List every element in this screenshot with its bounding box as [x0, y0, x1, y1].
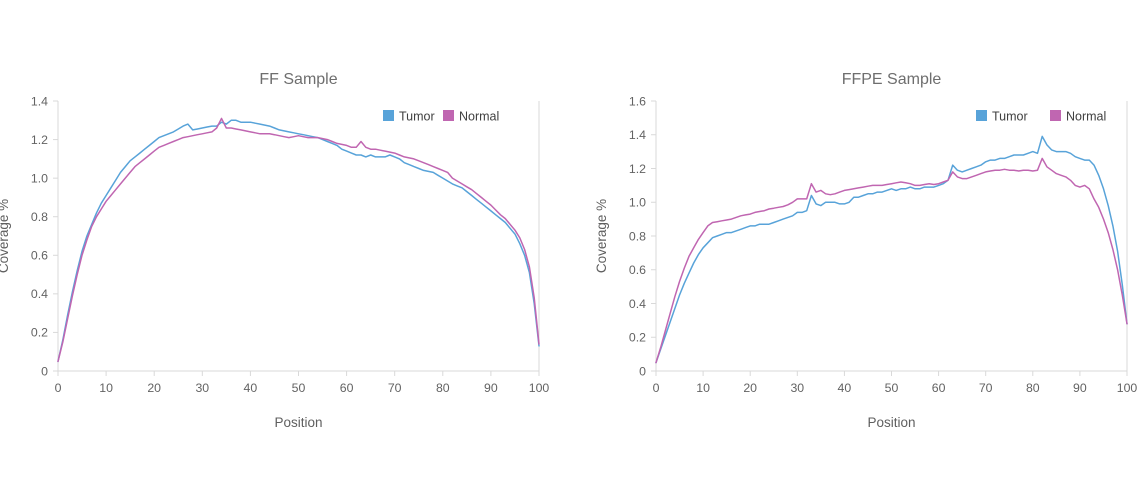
y-tick-label: 0 [41, 364, 48, 378]
y-tick-label: 1.4 [629, 128, 646, 142]
y-axis-label: Coverage % [594, 199, 609, 273]
y-tick-label: 0.4 [31, 287, 48, 301]
ffpe-sample-chart: FFPE Sample Position Coverage % 00.20.40… [594, 71, 1138, 430]
y-tick-label: 1.2 [31, 133, 48, 147]
y-tick-label: 0.8 [629, 229, 646, 243]
y-tick-label: 1.4 [31, 94, 48, 108]
y-tick-label: 1.6 [629, 94, 646, 108]
x-tick-label: 90 [484, 381, 498, 395]
legend-swatch-normal [443, 110, 454, 121]
x-tick-label: 70 [979, 381, 993, 395]
chart-title: FFPE Sample [842, 71, 942, 88]
x-tick-label: 30 [790, 381, 804, 395]
legend-label-tumor: Tumor [992, 110, 1028, 124]
y-tick-label: 0.2 [31, 326, 48, 340]
x-tick-label: 20 [147, 381, 161, 395]
x-tick-label: 30 [195, 381, 209, 395]
x-tick-label: 90 [1073, 381, 1087, 395]
ff-sample-chart: FF Sample Position Coverage % 0 0.2 0.4 0.6… [0, 71, 550, 430]
y-tick-label: 0.2 [629, 331, 646, 345]
y-tick-label: 0.6 [629, 263, 646, 277]
legend-swatch-tumor [976, 110, 987, 121]
y-tick-label: 0.8 [31, 210, 48, 224]
series-line-normal [655, 157, 1128, 364]
x-tick-label: 10 [99, 381, 113, 395]
series-line-tumor [655, 135, 1128, 364]
chart-panel-ffpe: FFPE Sample Position Coverage % 0 0.2 0.4 0… [570, 0, 1140, 500]
x-tick-label: 100 [1117, 381, 1138, 395]
y-axis-label: Coverage % [0, 199, 11, 273]
x-tick-label: 50 [292, 381, 306, 395]
y-tick-label: 1.0 [31, 171, 48, 185]
x-tick-label: 70 [388, 381, 402, 395]
x-tick-label: 20 [743, 381, 757, 395]
legend-label-tumor: Tumor [399, 110, 435, 124]
y-tick-label: 1.0 [629, 196, 646, 210]
plot-border [57, 101, 540, 372]
series-lines [57, 117, 540, 363]
x-tick-label: 0 [55, 381, 62, 395]
series-line-tumor [57, 119, 540, 363]
x-tick-label: 10 [696, 381, 710, 395]
x-tick-label: 50 [885, 381, 899, 395]
x-tick-label: 80 [436, 381, 450, 395]
series-lines [655, 135, 1128, 364]
plot-border [655, 101, 1128, 372]
legend-swatch-normal [1050, 110, 1061, 121]
legend-swatch-tumor [383, 110, 394, 121]
x-tick-label: 60 [340, 381, 354, 395]
y-tick-label: 0.6 [31, 249, 48, 263]
x-tick-label: 100 [529, 381, 550, 395]
x-tick-label: 60 [932, 381, 946, 395]
chart-title: FF Sample [259, 71, 337, 88]
axes: 0 0.2 0.4 0.6 0.8 1.0 1.2 1.4 0 10 20 30 40 50 60 70 80 9… [31, 94, 550, 395]
legend-label-normal: Normal [1066, 110, 1106, 124]
axes: 0 0.2 0.4 0.6 0.8 1.0 1.2 1.4 1.6 0 10 20 30 40 50 60 70… [629, 94, 1138, 395]
legend: Tumor Normal [976, 110, 1106, 124]
y-tick-label: 0.4 [629, 297, 646, 311]
series-line-normal [57, 117, 540, 363]
x-axis-label: Position [867, 415, 915, 430]
x-tick-label: 80 [1026, 381, 1040, 395]
legend-label-normal: Normal [459, 110, 499, 124]
chart-panel-ff: FF Sample Position Coverage % 0 0.2 0.4 0.6… [0, 71, 550, 430]
x-tick-label: 40 [244, 381, 258, 395]
x-tick-label: 0 [653, 381, 660, 395]
y-tick-label: 1.2 [629, 162, 646, 176]
x-axis-label: Position [274, 415, 322, 430]
x-tick-label: 40 [838, 381, 852, 395]
legend: Tumor Normal [383, 110, 499, 124]
y-tick-label: 0 [639, 364, 646, 378]
